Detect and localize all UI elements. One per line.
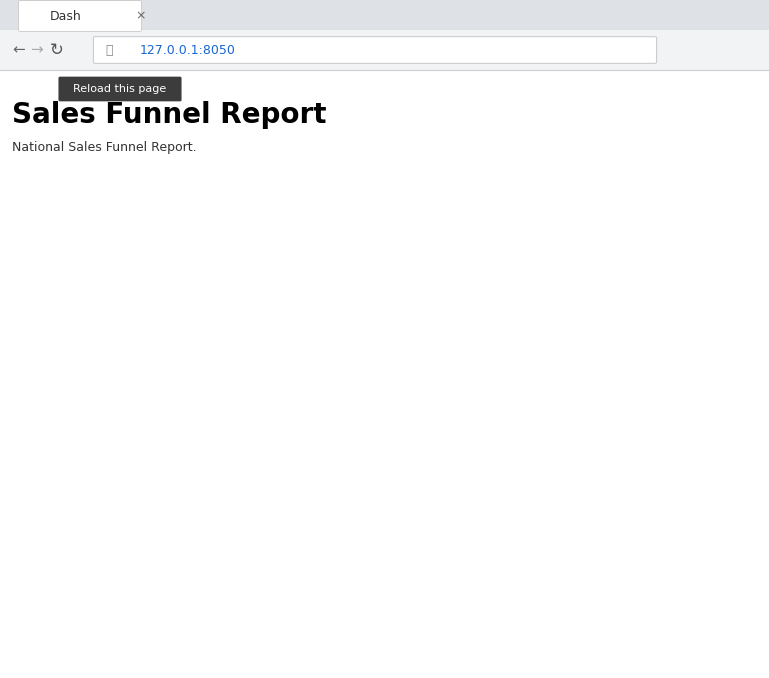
Text: ×: × — [135, 9, 145, 22]
Bar — [453, 293, 479, 664]
Bar — [401, 479, 427, 664]
Text: 127.0.0.1:8050: 127.0.0.1:8050 — [140, 43, 236, 56]
Bar — [298, 386, 324, 664]
Bar — [504, 386, 531, 479]
Title: Order Status by Customer: Order Status by Customer — [288, 130, 488, 145]
Text: Dash: Dash — [50, 9, 82, 22]
Text: National Sales Funnel Report.: National Sales Funnel Report. — [12, 142, 197, 155]
Text: ↻: ↻ — [50, 41, 64, 59]
Bar — [350, 200, 375, 664]
Text: Reload this page: Reload this page — [73, 84, 167, 94]
Text: ←: ← — [12, 43, 25, 58]
Text: Sales Funnel Report: Sales Funnel Report — [12, 101, 327, 129]
Bar — [608, 386, 634, 572]
Text: ⓘ: ⓘ — [105, 43, 112, 56]
Text: →: → — [30, 43, 43, 58]
Bar — [143, 572, 168, 664]
Bar — [660, 479, 685, 664]
Legend: Won, Presented, Pending, Declined: Won, Presented, Pending, Declined — [608, 159, 709, 238]
Bar — [556, 572, 582, 664]
Bar — [401, 293, 427, 479]
Bar — [660, 293, 685, 479]
Bar — [92, 572, 117, 664]
Bar — [195, 479, 221, 664]
Bar — [504, 479, 531, 664]
Bar — [608, 572, 634, 664]
Bar — [246, 479, 272, 664]
